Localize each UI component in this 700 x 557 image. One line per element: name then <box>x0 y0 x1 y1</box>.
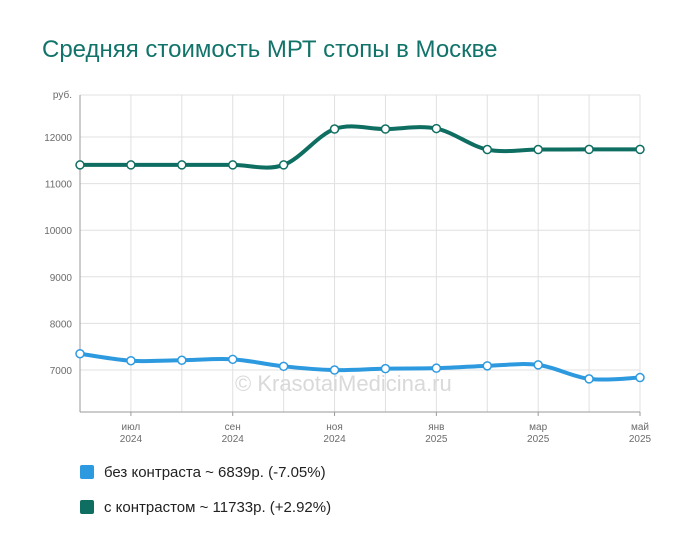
x-tick-label-month: янв <box>428 422 444 433</box>
y-tick-label: 8000 <box>50 319 73 330</box>
x-tick-label-month: мар <box>529 422 547 433</box>
x-tick-label-year: 2024 <box>323 434 346 445</box>
y-tick-label: 12000 <box>44 133 72 144</box>
x-tick-label-month: сен <box>225 422 241 433</box>
data-point <box>584 144 594 155</box>
data-point <box>177 355 187 366</box>
data-point <box>329 365 340 375</box>
series-line-2 <box>78 124 642 170</box>
data-point <box>227 354 238 365</box>
x-tick-label-month: июл <box>122 422 141 433</box>
legend-item-no-contrast[interactable]: без контраста ~ 6839р. (-7.05%) <box>80 462 331 482</box>
data-point <box>177 160 187 170</box>
y-tick-label: 9000 <box>50 273 73 284</box>
axes: 700080009000100001100012000руб.июл2024се… <box>44 89 651 445</box>
data-point <box>329 124 340 134</box>
x-tick-label-year: 2024 <box>222 434 245 445</box>
chart-title: Средняя стоимость МРТ стопы в Москве <box>42 36 498 63</box>
legend-label-with-contrast: с контрастом ~ 11733р. (+2.92%) <box>104 498 332 516</box>
x-tick-label-year: 2025 <box>425 434 448 445</box>
data-point <box>380 124 391 134</box>
legend-label-no-contrast: без контраста ~ 6839р. (-7.05%) <box>104 463 326 481</box>
y-tick-label: 7000 <box>50 366 73 377</box>
data-point <box>533 360 543 370</box>
data-point <box>75 160 85 170</box>
data-point <box>482 361 493 371</box>
data-point <box>278 160 289 170</box>
legend: без контраста ~ 6839р. (-7.05%) с контра… <box>80 462 331 532</box>
data-point <box>380 363 391 374</box>
legend-swatch-no-contrast <box>80 465 94 479</box>
series <box>75 123 645 384</box>
data-point <box>227 160 238 170</box>
x-tick-label-year: 2024 <box>120 434 143 445</box>
x-tick-label-month: май <box>631 422 649 433</box>
data-point <box>533 144 543 155</box>
data-point <box>278 361 289 372</box>
data-point <box>635 372 645 383</box>
watermark: © KrasotaiMedicina.ru <box>235 371 452 396</box>
x-tick-label-month: ноя <box>326 422 343 433</box>
data-point <box>126 160 136 170</box>
y-tick-label: 10000 <box>44 226 72 237</box>
legend-swatch-with-contrast <box>80 500 94 514</box>
y-unit-label: руб. <box>53 89 72 101</box>
data-point <box>126 355 136 366</box>
x-tick-label-year: 2025 <box>629 434 652 445</box>
legend-item-with-contrast[interactable]: с контрастом ~ 11733р. (+2.92%) <box>80 497 331 517</box>
data-point <box>584 374 594 384</box>
grid <box>79 94 641 412</box>
x-tick-label-year: 2025 <box>527 434 550 445</box>
data-point <box>431 363 442 373</box>
data-point <box>75 348 85 359</box>
y-tick-label: 11000 <box>45 180 73 191</box>
data-point <box>431 123 442 134</box>
data-point <box>482 144 493 155</box>
data-point <box>635 144 645 155</box>
